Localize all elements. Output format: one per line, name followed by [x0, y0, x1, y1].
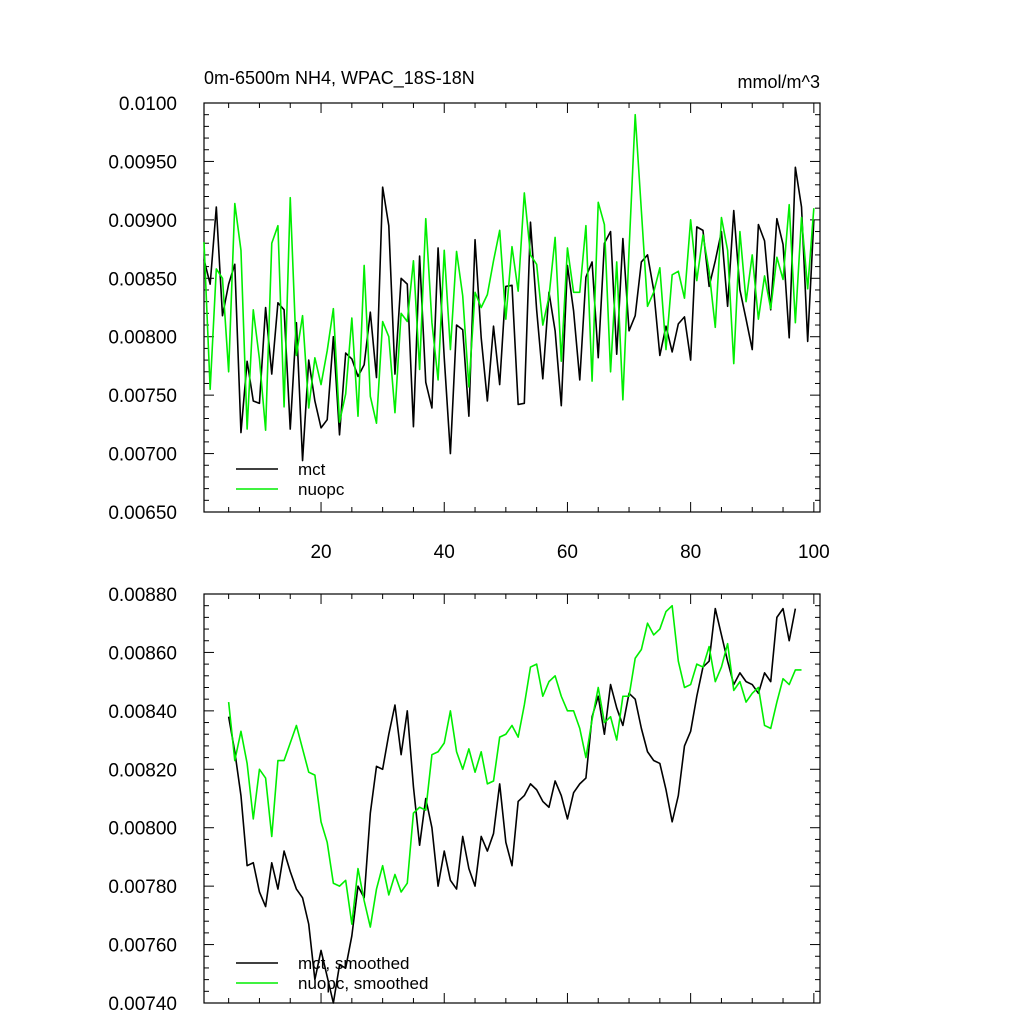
x-tick-label: 20 [310, 542, 331, 563]
y-tick-label: 0.00800 [108, 819, 177, 840]
legend-label: nuopc, smoothed [298, 974, 428, 993]
x-tick-label: 100 [798, 542, 830, 563]
chart-title-units: mmol/m^3 [738, 72, 820, 92]
legend-label: mct, smoothed [298, 954, 410, 973]
y-tick-label: 0.00850 [108, 269, 177, 290]
series-line-nuopc [203, 113, 815, 432]
legend-label: mct [298, 460, 326, 479]
y-tick-label: 0.00650 [108, 503, 177, 524]
y-tick-label: 0.00860 [108, 643, 177, 664]
y-tick-label: 0.00740 [108, 994, 177, 1015]
y-tick-label: 0.00880 [108, 585, 177, 606]
y-tick-label: 0.00800 [108, 328, 177, 349]
series-line-mct-smoothed [227, 607, 797, 1004]
plot-frame [203, 102, 821, 513]
x-tick-label: 60 [557, 542, 578, 563]
y-tick-label: 0.00950 [108, 152, 177, 173]
legend-label: nuopc [298, 480, 345, 499]
x-tick-label: 40 [434, 542, 455, 563]
y-tick-label: 0.00820 [108, 760, 177, 781]
plot-frame [203, 593, 821, 1004]
top-panel: 20 40 60 80 100 0.00650 0.00700 0.00750 0.00800 0… [108, 94, 829, 563]
chart-title-left: 0m-6500m NH4, WPAC_18S-18N [204, 68, 475, 89]
y-tick-label: 0.0100 [119, 94, 177, 115]
y-tick-label: 0.00840 [108, 702, 177, 723]
y-tick-label: 0.00760 [108, 936, 177, 957]
bottom-panel: 0.00740 0.00760 0.00780 0.00800 0.00820 0.008… [108, 585, 821, 1015]
y-tick-label: 0.00700 [108, 445, 177, 466]
x-tick-label: 80 [680, 542, 701, 563]
y-tick-label: 0.00780 [108, 877, 177, 898]
y-tick-label: 0.00750 [108, 386, 177, 407]
series-line-nuopc-smoothed [227, 604, 802, 928]
y-tick-label: 0.00900 [108, 211, 177, 232]
